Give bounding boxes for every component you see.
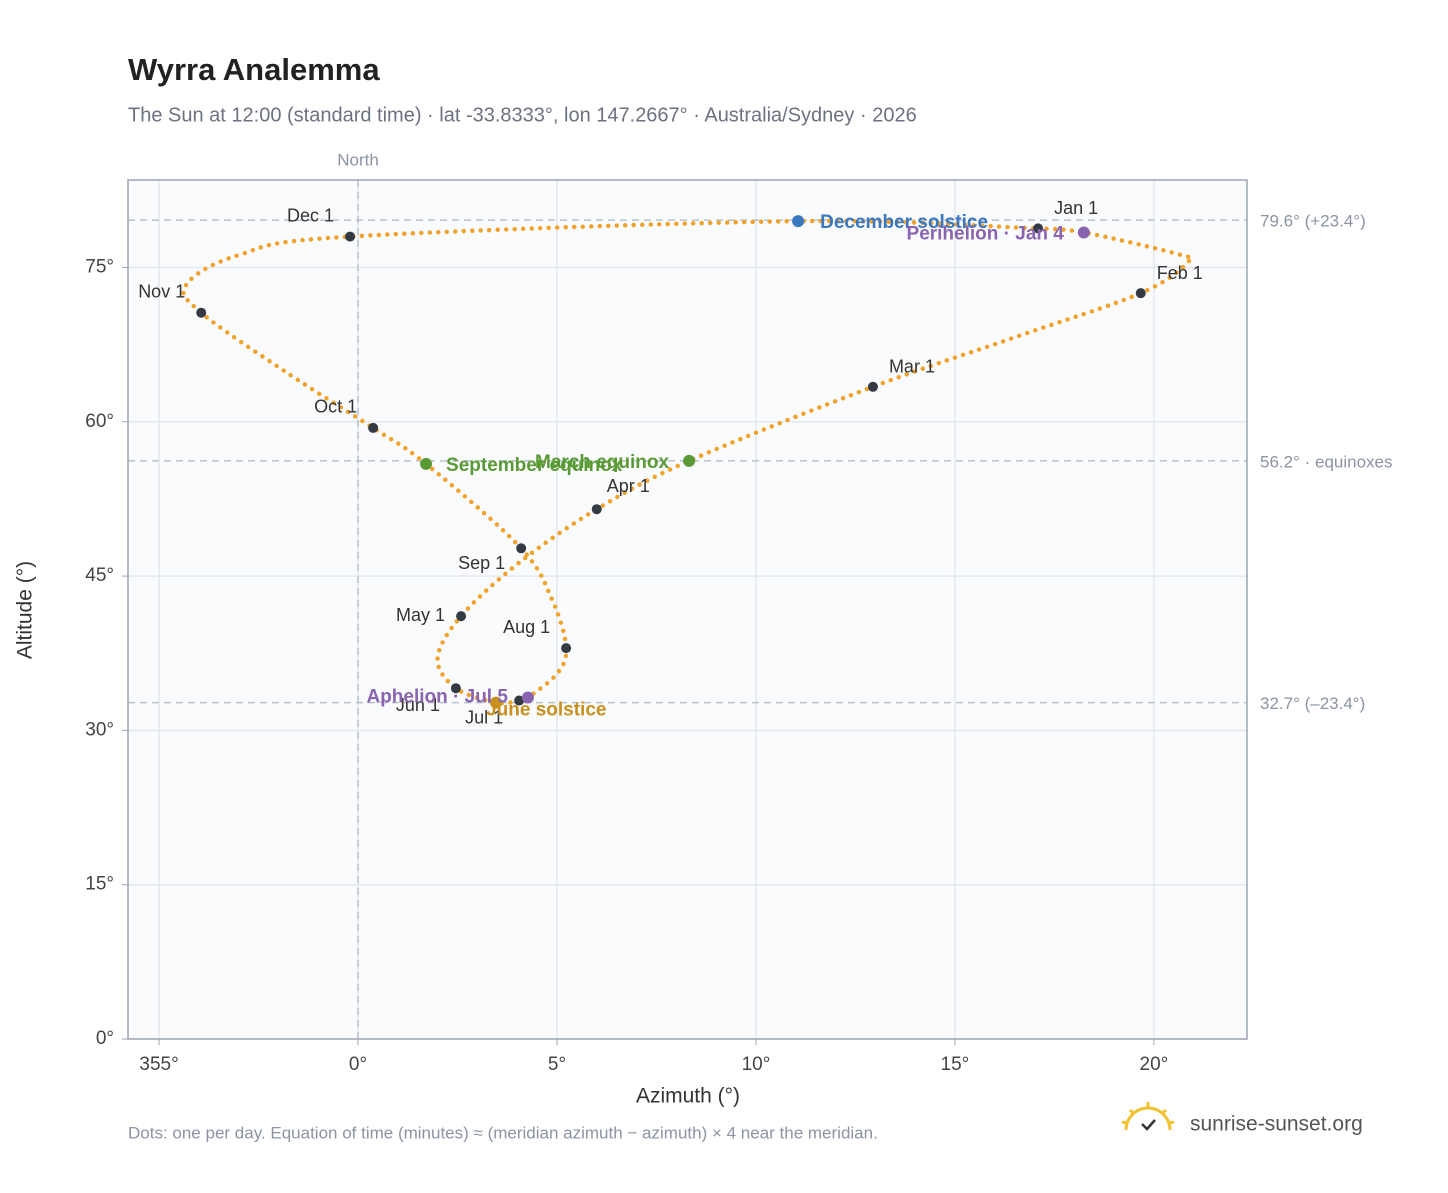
x-tick-label: 355° xyxy=(139,1054,178,1075)
daily-path xyxy=(181,218,1195,706)
month-label: Dec 1 xyxy=(287,205,334,225)
y-axis-label: Altitude (°) xyxy=(14,561,37,659)
reference-label: 79.6° (+23.4°) xyxy=(1260,212,1366,231)
y-tick-label: 75° xyxy=(85,256,114,277)
event-marker xyxy=(1077,226,1090,239)
month-label: May 1 xyxy=(396,605,445,625)
month-marker xyxy=(450,683,461,694)
y-tick-label: 60° xyxy=(85,411,114,432)
chart-subtitle: The Sun at 12:00 (standard time) · lat -… xyxy=(128,104,917,126)
y-tick-label: 30° xyxy=(85,719,114,740)
event-label: Perihelion · Jan 4 xyxy=(907,223,1065,244)
x-tick-label: 15° xyxy=(941,1054,970,1075)
event-marker xyxy=(521,691,534,704)
reference-label: 56.2° · equinoxes xyxy=(1260,452,1393,471)
month-label: Mar 1 xyxy=(889,357,935,377)
month-marker xyxy=(561,643,572,654)
x-axis-label: Azimuth (°) xyxy=(636,1085,740,1108)
month-marker xyxy=(591,504,602,515)
event-marker xyxy=(792,215,805,228)
month-marker xyxy=(196,307,207,318)
month-marker xyxy=(516,543,527,554)
month-marker xyxy=(368,422,379,433)
plot-frame xyxy=(127,179,1248,1040)
month-label: Apr 1 xyxy=(607,476,650,496)
event-label: Aphelion · Jul 5 xyxy=(366,686,508,707)
month-label: Aug 1 xyxy=(503,617,550,637)
event-marker xyxy=(683,454,696,467)
event-marker xyxy=(420,457,433,470)
x-tick-label: 10° xyxy=(742,1054,771,1075)
month-marker xyxy=(514,695,525,706)
brand: sunrise-sunset.org xyxy=(1190,1113,1363,1136)
reference-label: 32.7° (–23.4°) xyxy=(1260,694,1365,713)
event-marker xyxy=(490,696,503,709)
plot-area xyxy=(128,180,1247,1039)
y-tick-label: 0° xyxy=(96,1028,114,1049)
y-tick-label: 15° xyxy=(85,874,114,895)
meridian-label: North xyxy=(337,150,379,169)
event-label: June solstice xyxy=(486,700,606,721)
event-label: December solstice xyxy=(820,212,988,233)
month-label: Nov 1 xyxy=(138,281,185,301)
month-label: Oct 1 xyxy=(314,397,357,417)
chart-title: Wyrra Analemma xyxy=(128,52,380,87)
y-tick-label: 45° xyxy=(85,565,114,586)
month-marker xyxy=(345,231,356,242)
month-label: Jun 1 xyxy=(396,695,440,715)
event-label: September equinox xyxy=(446,455,623,476)
x-tick-label: 20° xyxy=(1140,1054,1169,1075)
month-label: Feb 1 xyxy=(1157,263,1203,283)
month-marker xyxy=(1135,288,1146,299)
month-label: Jan 1 xyxy=(1054,198,1098,218)
month-marker xyxy=(1033,223,1044,234)
event-label: March equinox xyxy=(535,452,670,473)
month-marker xyxy=(456,611,467,622)
footnote: Dots: one per day. Equation of time (min… xyxy=(128,1123,878,1142)
month-label: Sep 1 xyxy=(458,553,505,573)
month-label: Jul 1 xyxy=(465,707,503,727)
month-marker xyxy=(867,381,878,392)
x-tick-label: 5° xyxy=(548,1054,566,1075)
x-tick-label: 0° xyxy=(349,1054,367,1075)
brand-logo xyxy=(1121,1102,1175,1131)
